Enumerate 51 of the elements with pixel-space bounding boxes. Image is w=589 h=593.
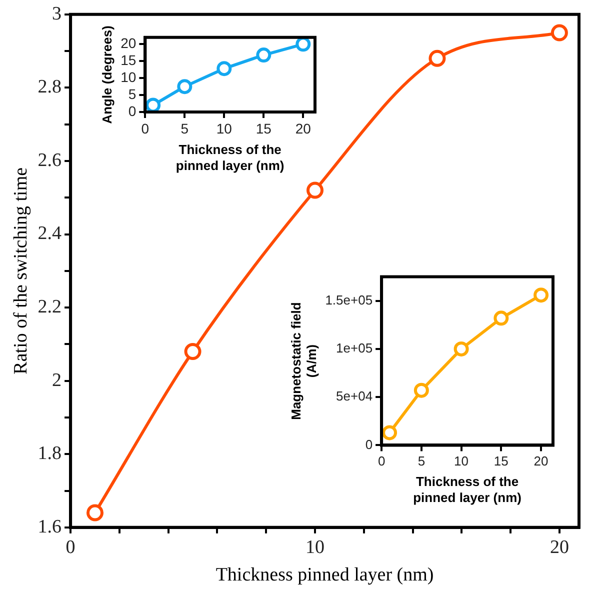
y-tick-label: 2.4 — [38, 223, 62, 244]
y-tick-label: 2.6 — [38, 150, 62, 171]
point — [534, 288, 549, 303]
y-tick-label: 20 — [120, 35, 136, 52]
x-tick-label: 15 — [494, 454, 508, 469]
x-tick-label: 0 — [378, 454, 386, 469]
point — [216, 61, 232, 76]
point — [494, 310, 509, 326]
y-axis-title: Angle (degrees) — [99, 26, 114, 124]
point — [177, 79, 192, 94]
y-axis-title: Ratio of the switching time — [10, 167, 32, 374]
point — [382, 425, 398, 440]
x-tick-label: 10 — [305, 536, 324, 558]
y-tick-label: 2 — [52, 370, 62, 391]
x-axis-title: Thickness pinned layer (nm) — [216, 564, 434, 586]
point — [184, 343, 202, 360]
x-tick-label: 20 — [295, 120, 312, 136]
y-tick-label: 5 — [128, 86, 136, 102]
x-tick-label: 20 — [534, 454, 548, 469]
point — [86, 504, 104, 522]
x-tick-label: 15 — [256, 120, 272, 136]
x-axis-title: Thickness of the pinned layer (nm) — [176, 142, 284, 173]
point — [414, 382, 429, 398]
x-tick-label: 10 — [454, 454, 469, 469]
y-tick-label: 15 — [120, 52, 136, 68]
x-tick-label: 0 — [141, 120, 150, 136]
x-tick-label: 20 — [550, 536, 569, 558]
x-tick-label: 0 — [66, 536, 76, 558]
x-tick-label: 10 — [216, 120, 232, 136]
y-tick-label: 1.6 — [38, 516, 62, 538]
y-tick-label: 2.8 — [38, 76, 62, 98]
point — [296, 37, 311, 52]
point — [306, 182, 324, 199]
y-tick-label: 0 — [128, 102, 136, 119]
y-tick-label: 1.8 — [38, 443, 62, 464]
point — [550, 24, 568, 42]
y-tick-label: 1e+05 — [336, 340, 373, 356]
point — [428, 50, 446, 67]
point — [454, 341, 469, 356]
y-tick-label: 1.5e+05 — [325, 292, 373, 308]
x-axis-title: Thickness of the pinned layer (nm) — [413, 474, 522, 505]
x-tick-label: 5 — [180, 120, 189, 136]
y-axis-title: Magnetostatic field (A/m) — [288, 302, 319, 420]
y-tick-label: 2.2 — [38, 296, 62, 318]
point — [146, 98, 161, 112]
y-tick-label: 3 — [52, 3, 62, 24]
y-tick-label: 5e+04 — [336, 388, 373, 404]
x-tick-label: 5 — [418, 454, 426, 469]
y-tick-label: 0 — [365, 436, 373, 452]
y-tick-label: 10 — [120, 68, 136, 85]
point — [256, 48, 272, 63]
